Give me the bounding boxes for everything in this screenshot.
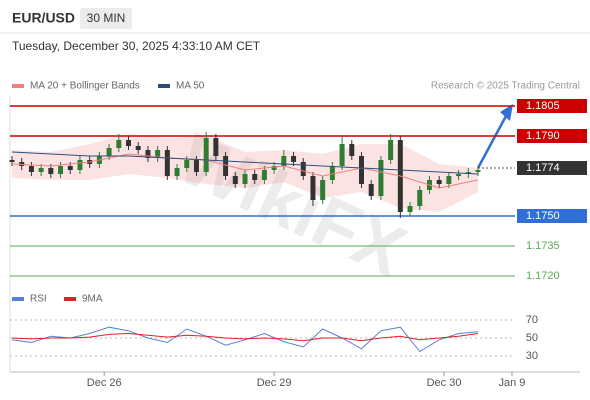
- candle-body: [446, 176, 452, 184]
- candle-body: [193, 160, 199, 172]
- forecast-arrow: [476, 115, 508, 169]
- legend-label: MA 20 + Bollinger Bands: [30, 81, 140, 92]
- candle-body: [126, 140, 131, 146]
- x-tick-label: Dec 29: [257, 377, 292, 389]
- candle-body: [38, 168, 44, 172]
- forecast-arrowhead: [500, 104, 513, 121]
- symbol: EUR/USD: [12, 10, 75, 26]
- level-label: 1.1750: [526, 210, 560, 222]
- candle-body: [252, 174, 258, 180]
- legend-swatch: [64, 297, 76, 301]
- candle-body: [339, 144, 345, 166]
- candle-body: [436, 180, 442, 184]
- candle-body: [135, 146, 141, 150]
- level-label: 1.1805: [526, 100, 560, 112]
- candle-body: [242, 174, 248, 184]
- candle-body: [475, 170, 481, 172]
- candle-body: [223, 156, 229, 176]
- candle-body: [213, 138, 219, 156]
- candle-body: [106, 148, 112, 156]
- candle-body: [456, 174, 462, 176]
- candle-body: [281, 156, 287, 166]
- rsi-line: [11, 326, 479, 353]
- candle-body: [9, 160, 15, 162]
- level-box: [517, 161, 587, 175]
- level-box: [517, 99, 587, 113]
- candle-body: [48, 168, 54, 174]
- level-label: 1.1720: [526, 270, 560, 282]
- legend-label: MA 50: [176, 81, 205, 92]
- candle-body: [145, 150, 151, 158]
- credit: Research © 2025 Trading Central: [431, 81, 580, 92]
- legend-swatch: [158, 84, 170, 88]
- level-label: 1.1735: [526, 240, 560, 252]
- candle-body: [116, 140, 122, 148]
- level-label: 1.1790: [526, 130, 560, 142]
- candle-body: [77, 160, 83, 170]
- candle-body: [407, 206, 413, 212]
- candle-body: [58, 166, 64, 174]
- legend-swatch: [12, 297, 24, 301]
- candle-body: [203, 138, 209, 172]
- candle-body: [261, 170, 267, 180]
- candle-body: [67, 166, 73, 170]
- candle-body: [320, 180, 326, 200]
- level-label: 1.1774: [526, 162, 560, 174]
- candle-body: [232, 176, 238, 184]
- rsi-tick-label: 30: [526, 350, 538, 362]
- level-box: [517, 209, 587, 223]
- rsi-line: [11, 332, 479, 342]
- candle-body: [164, 150, 170, 176]
- x-tick-label: Dec 30: [427, 377, 462, 389]
- candle-body: [359, 156, 364, 184]
- candle-body: [155, 150, 161, 158]
- candle-body: [368, 184, 374, 196]
- candle-body: [174, 168, 180, 176]
- candle-body: [378, 160, 384, 196]
- legend-label: 9MA: [82, 294, 103, 305]
- candle-body: [291, 156, 297, 162]
- ma-line: [11, 151, 479, 175]
- candle-body: [300, 162, 306, 176]
- candle-body: [28, 166, 34, 172]
- x-tick-label: Jan 9: [499, 377, 526, 389]
- x-tick-label: Dec 26: [87, 377, 122, 389]
- timestamp: Tuesday, December 30, 2025 4:33:10 AM CE…: [12, 39, 261, 53]
- level-box: [517, 129, 587, 143]
- candle-body: [310, 176, 316, 200]
- candle-body: [329, 166, 335, 180]
- candle-body: [271, 166, 277, 170]
- timeframe-box[interactable]: [80, 8, 132, 29]
- candle-body: [417, 190, 423, 206]
- ma-line: [11, 153, 479, 189]
- rsi-tick-label: 70: [526, 314, 538, 326]
- candle-body: [184, 160, 190, 168]
- legend-label: RSI: [30, 294, 47, 305]
- rsi-tick-label: 50: [526, 332, 538, 344]
- candle-body: [388, 140, 394, 160]
- legend-swatch: [12, 84, 24, 88]
- candle-body: [349, 144, 355, 156]
- timeframe[interactable]: 30 MIN: [87, 11, 126, 25]
